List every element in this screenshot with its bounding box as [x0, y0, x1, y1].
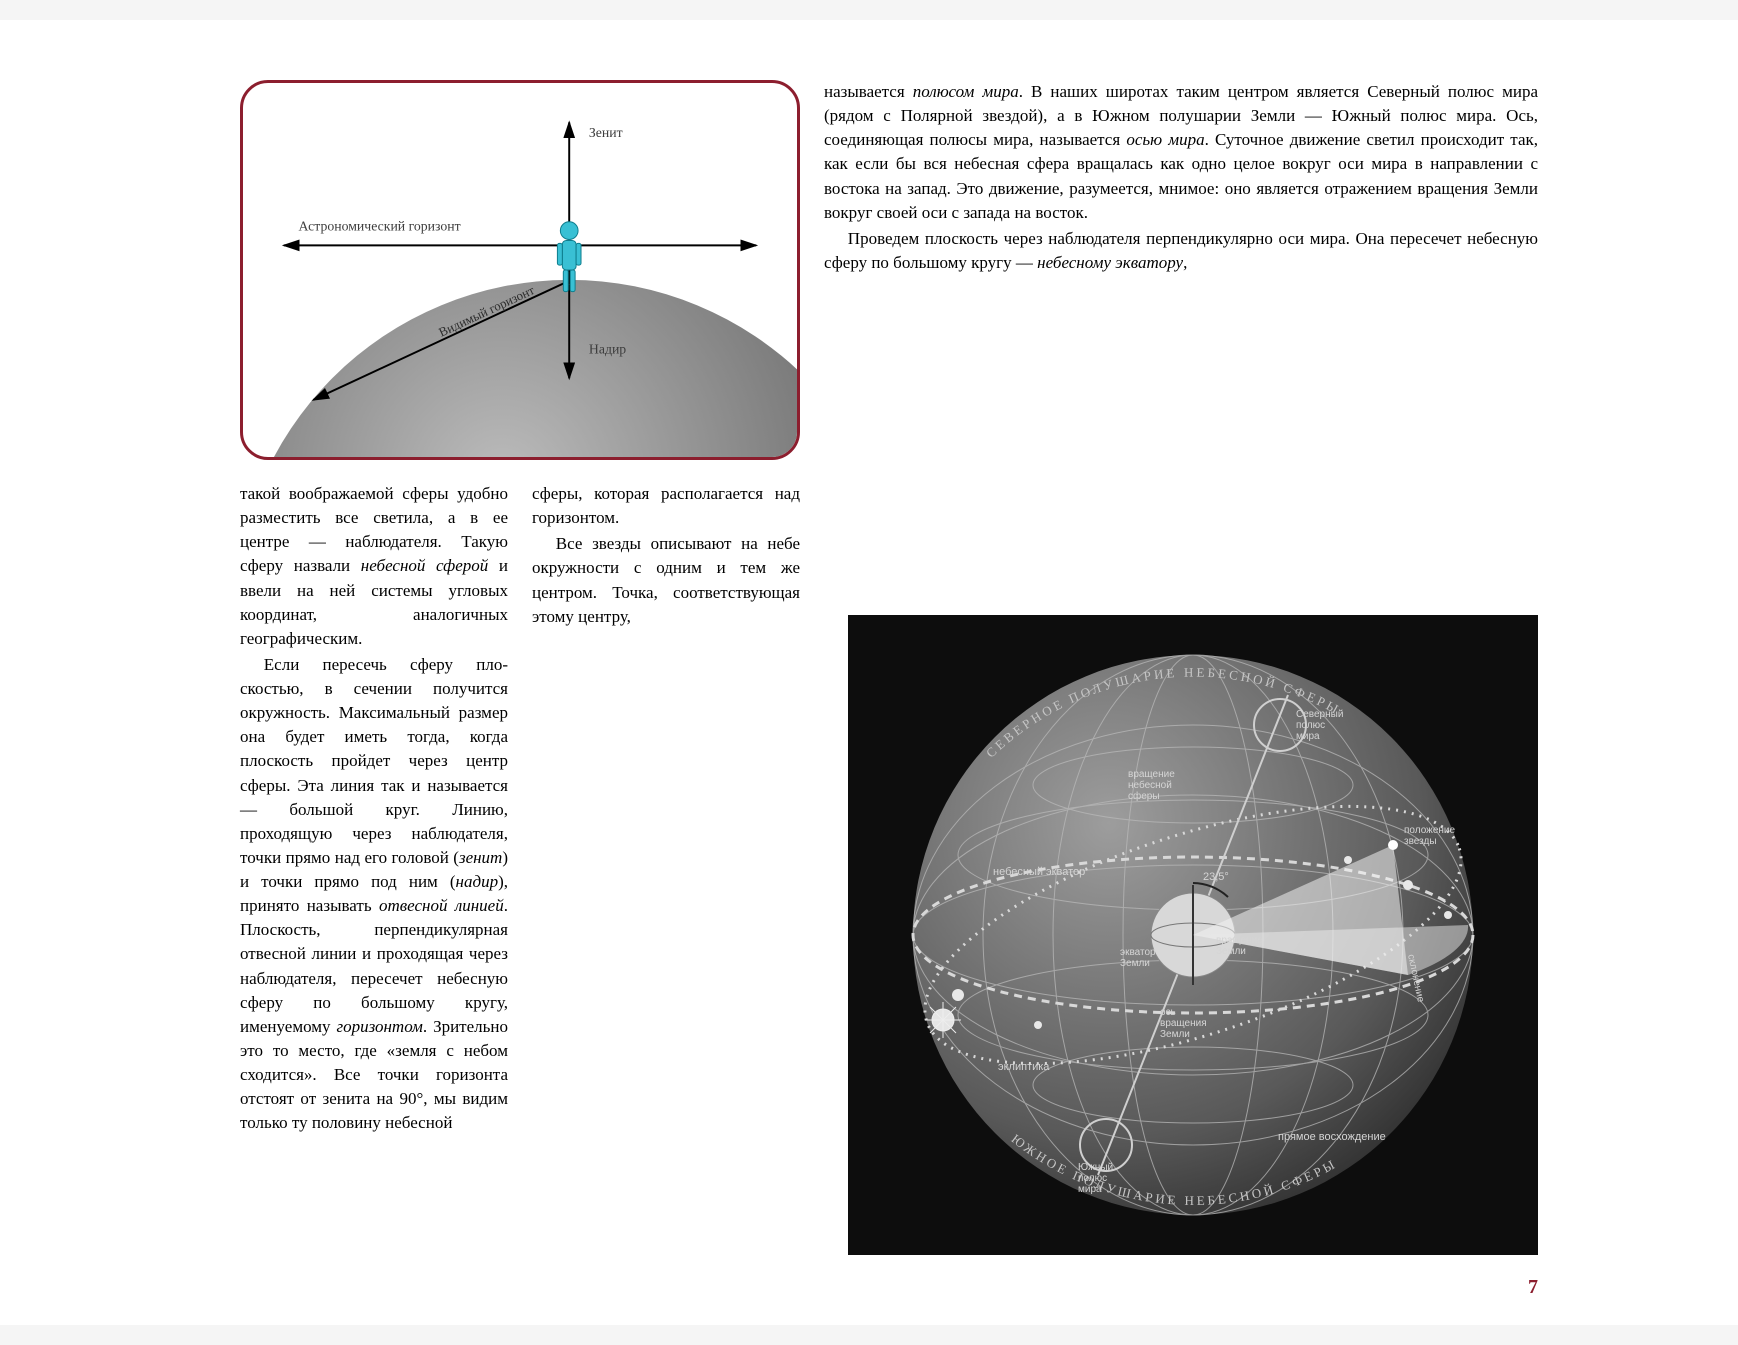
cols-1-2: такой воображаемой сферы удобно размести…	[240, 482, 800, 1265]
page-number: 7	[1528, 1276, 1538, 1299]
em: от­весной линией	[379, 896, 504, 915]
lbl-cel-equator: небесный экватор	[993, 866, 1085, 878]
c3-para-2: Проведем плоскость через наблюдателя пер…	[824, 227, 1538, 275]
zenith-label: Зенит	[589, 125, 623, 140]
em: небесному экватору	[1037, 253, 1183, 272]
c1-para-2: Если пересечь сферу пло­скостью, в сечен…	[240, 653, 508, 1136]
c3-para-1: называется полюсом мира. В наших широтах…	[824, 80, 1538, 225]
c2-para-1: сферы, которая располагается над горизон…	[532, 482, 800, 530]
c2-para-2: Все звезды описывают на небе окружности …	[532, 532, 800, 629]
astro-horizon-label: Астрономический горизонт	[299, 219, 461, 234]
column-1: такой воображаемой сферы удобно размести…	[240, 482, 508, 1265]
figure-horizon: Зенит Надир Астрономический горизонт Вид…	[240, 80, 800, 460]
c1-para-1: такой воображаемой сферы удобно размести…	[240, 482, 508, 651]
t: называется	[824, 82, 913, 101]
left-block: Зенит Надир Астрономический горизонт Вид…	[240, 80, 800, 1265]
celestial-svg: СЕВЕРНОЕ ПОЛУШАРИЕ НЕБЕСНОЙ СФЕРЫ ЮЖНОЕ …	[848, 615, 1538, 1255]
em: на­дир	[456, 872, 499, 891]
nadir-label: Надир	[589, 342, 626, 357]
em: горизон­том	[336, 1017, 422, 1036]
horizon-svg: Зенит Надир Астрономический горизонт Вид…	[243, 83, 797, 457]
figure-celestial-sphere: СЕВЕРНОЕ ПОЛУШАРИЕ НЕБЕСНОЙ СФЕРЫ ЮЖНОЕ …	[848, 615, 1538, 1255]
page: Зенит Надир Астрономический горизонт Вид…	[0, 20, 1738, 1325]
em: осью мира	[1126, 130, 1204, 149]
t: ,	[1183, 253, 1187, 272]
em: полюсом мира	[913, 82, 1019, 101]
t: Если пересечь сферу пло­скостью, в сечен…	[240, 655, 508, 867]
em: зенит	[459, 848, 502, 867]
t: . Плоскость, перпендикулярная отвесной л…	[240, 896, 508, 1036]
column-2: сферы, которая располагается над горизон…	[532, 482, 800, 1265]
em: не­бесной сферой	[361, 556, 488, 575]
lbl-ecliptic: эклиптика	[998, 1061, 1050, 1073]
lbl-angle: 23,5°	[1203, 871, 1229, 883]
lbl-ascension: прямое восхождение	[1278, 1131, 1386, 1143]
